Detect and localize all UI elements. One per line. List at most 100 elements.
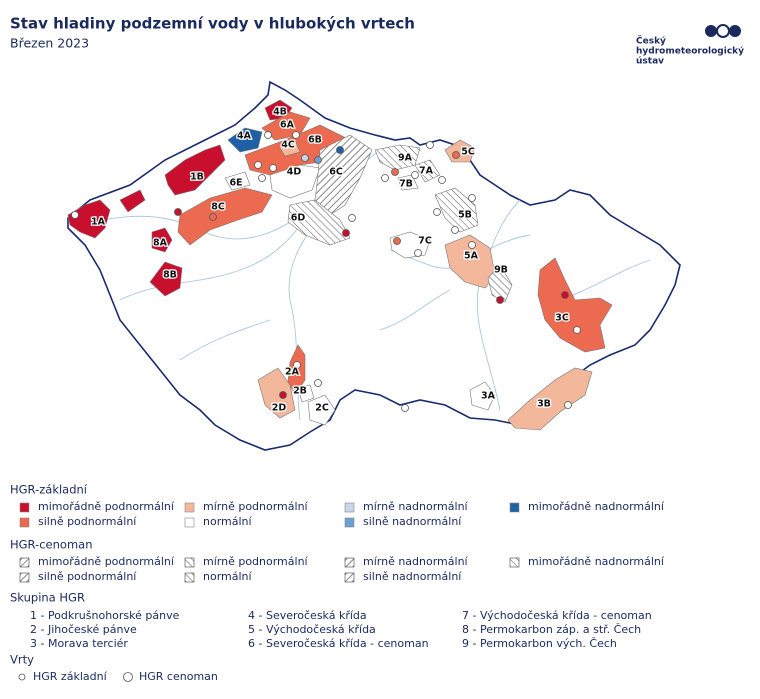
legend-group-item: 7 - Východočeská křída - cenoman (462, 609, 652, 622)
region-label: 2B (293, 386, 307, 397)
legend-label: mimořádně nadnormální (528, 555, 665, 568)
region-area (397, 174, 419, 191)
region-label: 6E (229, 178, 242, 189)
logo-text: hydrometeorologický (636, 47, 744, 57)
well-marker (452, 151, 460, 159)
region-label: 7A (419, 166, 434, 177)
region-label: 2C (315, 403, 329, 414)
region-area (67, 199, 111, 239)
region-area (314, 134, 373, 216)
legend-title: Vrty (10, 653, 34, 667)
region-label: 5A (464, 251, 479, 262)
region-label: 5C (461, 147, 475, 158)
legend-swatch (184, 517, 195, 528)
well-marker (433, 208, 441, 216)
region-area (257, 367, 296, 419)
well-marker (301, 154, 309, 162)
region-label: 2D (272, 403, 287, 414)
region-label: 1B (190, 172, 204, 183)
region-label: 1A (91, 217, 106, 228)
legend-label: mírně nadnormální (363, 555, 469, 568)
logo-text: Český (636, 35, 666, 47)
legend-group-item: 4 - Severočeská křída (248, 609, 367, 622)
legend-group-item: 5 - Východočeská křída (248, 623, 376, 636)
region-area (279, 139, 301, 157)
legend-group-item: 1 - Podkrušnohorské pánve (30, 609, 180, 622)
logo: Český hydrometeorologický ústav (636, 24, 744, 67)
well-marker (254, 161, 262, 169)
region-label: 8A (153, 238, 168, 249)
logo-text: ústav (636, 57, 664, 67)
title: Stav hladiny podzemní vody v hlubokých v… (10, 15, 415, 33)
region-label: 3B (537, 399, 551, 410)
legend: HGR-základní HGR-cenoman Skupina HGR Vrt… (10, 483, 665, 684)
legend-swatch (509, 557, 520, 568)
legend-group-item: 9 - Permokarbon vých. Čech (462, 637, 617, 650)
well-marker (401, 404, 409, 412)
legend-swatch (184, 502, 195, 513)
well-marker (393, 237, 401, 245)
well-marker (468, 241, 476, 249)
well-marker (564, 401, 572, 409)
legend-swatch (509, 502, 520, 513)
region-label: 7C (418, 236, 432, 247)
well-marker (391, 168, 399, 176)
legend-label: mírně nadnormální (363, 500, 469, 513)
well-marker (71, 211, 79, 219)
well-marker (314, 156, 322, 164)
region-area (269, 164, 321, 199)
region-area (297, 384, 315, 403)
region-area (414, 159, 441, 183)
legend-group-item: 3 - Morava terciér (30, 637, 128, 650)
legend-label: normální (203, 570, 253, 583)
region-area (434, 187, 479, 233)
legend-label: mimořádně nadnormální (528, 500, 665, 513)
well-marker (209, 213, 217, 221)
well-marker (269, 164, 277, 172)
region-label: 8C (211, 202, 225, 213)
well-marker (342, 229, 350, 237)
well-marker (411, 171, 419, 179)
legend-label: HGR cenoman (139, 670, 218, 683)
region-area (151, 227, 173, 253)
region-label: 3C (555, 313, 569, 324)
region-area (149, 261, 183, 297)
well-marker (292, 131, 300, 139)
region-label: 4B (273, 107, 287, 118)
legend-label: mírně podnormální (203, 500, 309, 513)
region-area (119, 144, 226, 213)
legend-group-item: 8 - Permokarbon záp. a stř. Čech (462, 623, 641, 636)
subtitle: Březen 2023 (10, 36, 89, 51)
region-label: 6D (291, 213, 306, 224)
legend-label: normální (203, 515, 253, 528)
legend-swatch (19, 557, 30, 568)
well-marker (174, 208, 182, 216)
region-label: 7B (399, 179, 413, 190)
region-label: 9B (494, 265, 508, 276)
well-marker (279, 108, 287, 116)
legend-swatch (19, 502, 30, 513)
legend-well (123, 672, 133, 682)
region-area (227, 127, 263, 153)
region-label: 8B (163, 270, 177, 281)
well-marker (468, 194, 476, 202)
well-marker (336, 146, 344, 154)
well-marker (279, 391, 287, 399)
wells (71, 108, 581, 412)
legend-label: mimořádně podnormální (38, 500, 175, 513)
legend-swatch (19, 517, 30, 528)
legend-swatch (184, 557, 195, 568)
region-label: 9A (398, 153, 413, 164)
legend-label: silně podnormální (38, 515, 137, 528)
region-label: 2A (285, 367, 300, 378)
legend-label: HGR základní (33, 670, 108, 683)
legend-swatch (184, 572, 195, 583)
legend-swatch (344, 517, 355, 528)
region-label: 3A (481, 391, 496, 402)
region-area (537, 257, 613, 353)
region-label: 4C (281, 140, 295, 151)
region-labels: 1A 1B 8A 8B 8C 4A 4B 6A 6B 4C 4D 6C 6D 6E 5C 9A 7A 7B 5B 7C… (90, 105, 570, 415)
well-marker (314, 379, 322, 387)
